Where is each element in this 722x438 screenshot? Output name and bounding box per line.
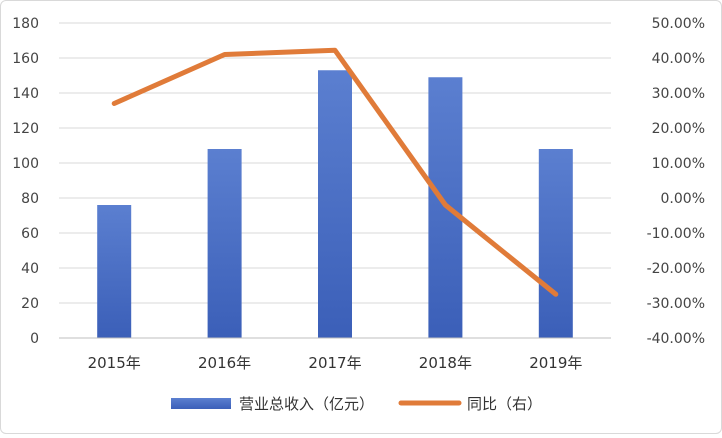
x-tick-label: 2016年 — [198, 354, 251, 372]
bar — [97, 205, 131, 338]
legend: 营业总收入（亿元） 同比（右） — [171, 395, 542, 413]
right-tick-label: -20.00% — [647, 261, 705, 277]
left-tick-label: 80 — [21, 191, 39, 207]
x-tick-label: 2015年 — [88, 354, 141, 372]
legend-bar-label: 营业总收入（亿元） — [239, 395, 374, 413]
left-tick-label: 180 — [12, 16, 39, 32]
right-tick-label: -30.00% — [647, 296, 705, 312]
left-tick-label: 140 — [12, 86, 39, 102]
right-tick-label: -40.00% — [647, 331, 705, 347]
right-tick-label: -10.00% — [647, 226, 705, 242]
x-tick-label: 2018年 — [419, 354, 472, 372]
right-tick-label: 30.00% — [652, 86, 705, 102]
left-tick-label: 20 — [21, 296, 39, 312]
bar — [208, 149, 242, 338]
bar-series — [97, 70, 573, 338]
left-tick-label: 40 — [21, 261, 39, 277]
x-tick-label: 2019年 — [529, 354, 582, 372]
x-tick-label: 2017年 — [308, 354, 361, 372]
left-tick-label: 0 — [30, 331, 39, 347]
left-tick-label: 60 — [21, 226, 39, 242]
bar — [539, 149, 573, 338]
left-tick-label: 100 — [12, 156, 39, 172]
right-tick-label: 50.00% — [652, 16, 705, 32]
x-axis: 2015年 2016年 2017年 2018年 2019年 — [59, 338, 611, 372]
left-y-axis: 0 20 40 60 80 100 120 140 160 180 — [12, 16, 39, 347]
legend-line-label: 同比（右） — [467, 395, 542, 413]
left-tick-label: 120 — [12, 121, 39, 137]
legend-bar-swatch — [171, 398, 231, 409]
left-tick-label: 160 — [12, 51, 39, 67]
right-tick-label: 10.00% — [652, 156, 705, 172]
right-y-axis: -40.00% -30.00% -20.00% -10.00% 0.00% 10.00% 2… — [647, 16, 705, 347]
bar — [318, 70, 352, 338]
right-tick-label: 20.00% — [652, 121, 705, 137]
right-tick-label: 40.00% — [652, 51, 705, 67]
right-tick-label: 0.00% — [661, 191, 705, 207]
